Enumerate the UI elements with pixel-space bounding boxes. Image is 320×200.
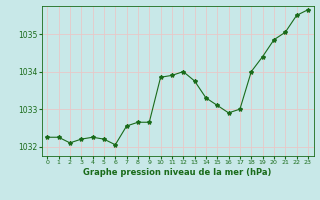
X-axis label: Graphe pression niveau de la mer (hPa): Graphe pression niveau de la mer (hPa) [84,168,272,177]
